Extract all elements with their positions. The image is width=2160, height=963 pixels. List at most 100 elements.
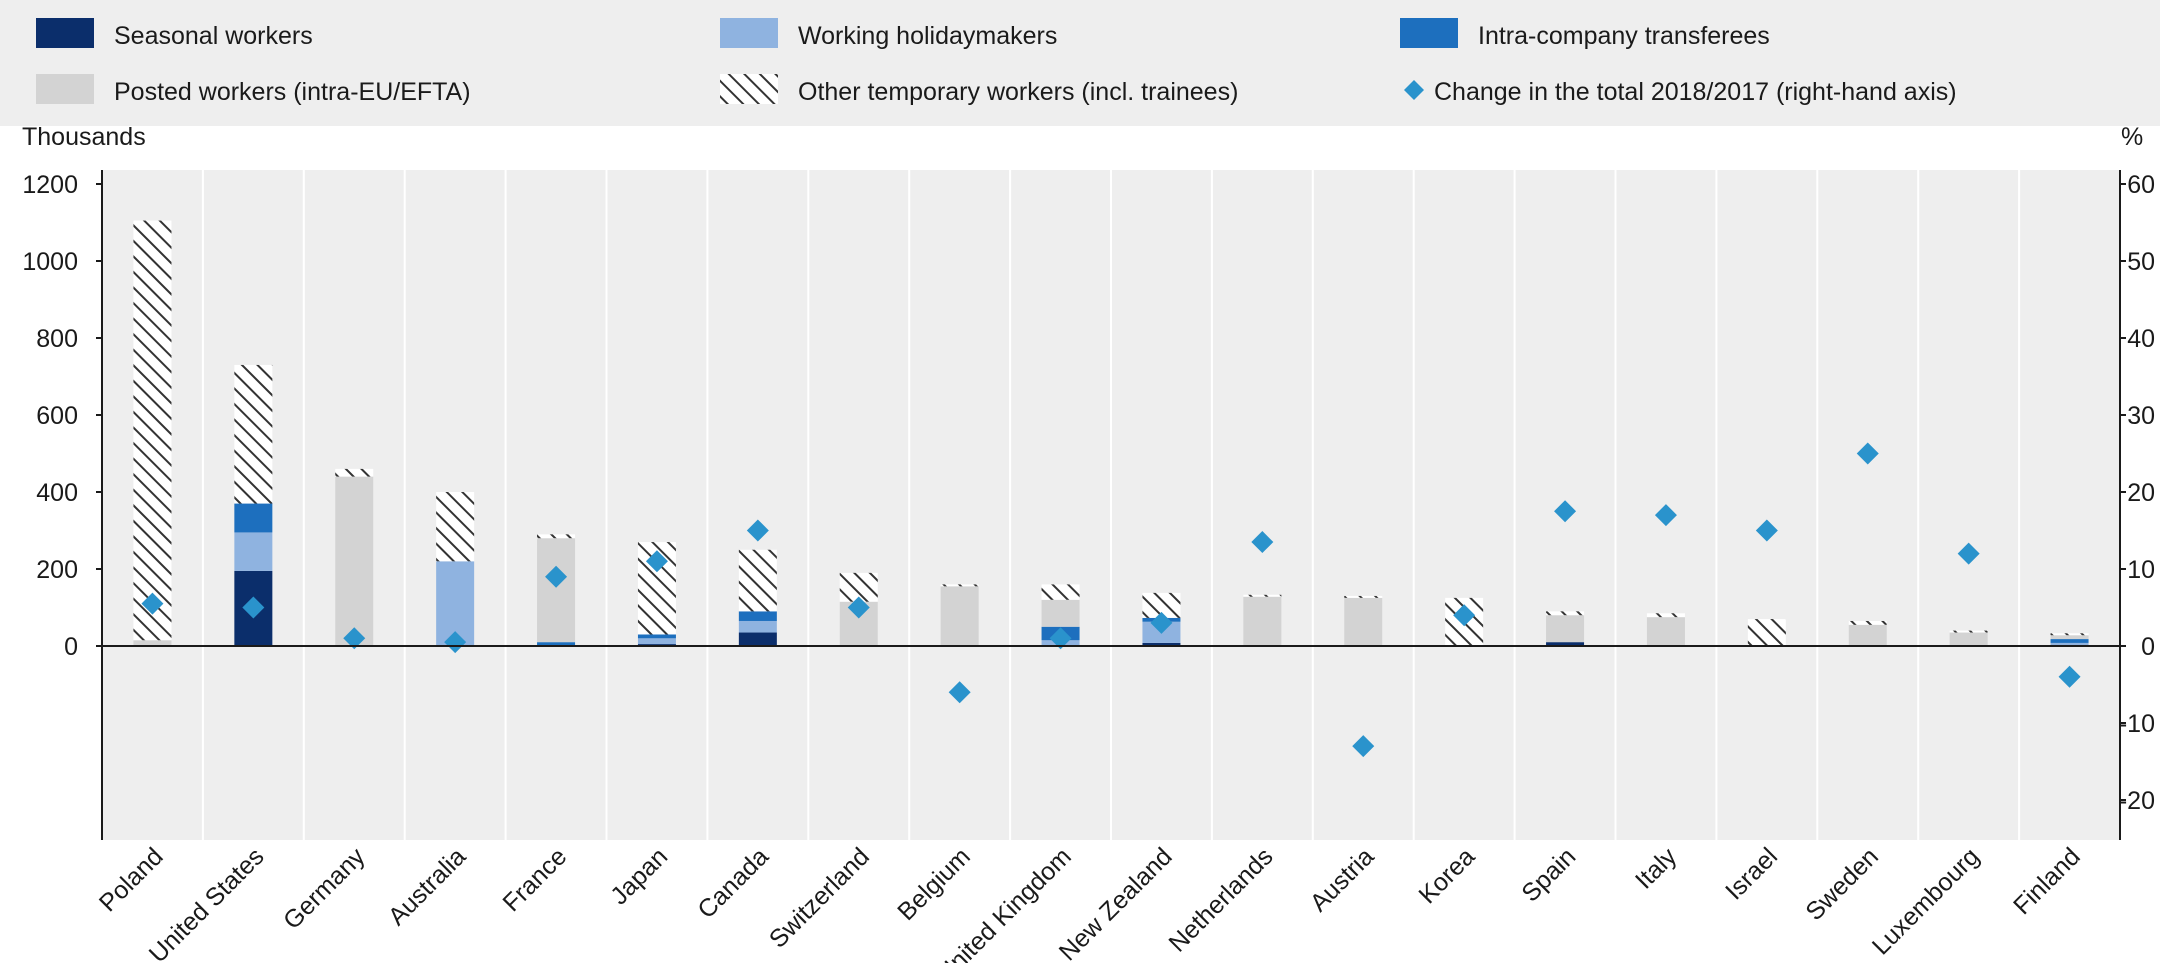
right-tick-label: 10 — [2127, 556, 2155, 584]
bar-working-holidaymakers-canada — [738, 620, 777, 633]
change-marker-belgium — [948, 681, 971, 704]
legend-label-intra-company-transferees: Intra-company transferees — [1478, 22, 1770, 50]
right-tick-label: 60 — [2127, 171, 2155, 199]
bar-seasonal-workers-canada — [738, 632, 777, 646]
change-marker-united-states — [242, 596, 265, 619]
change-marker-luxembourg — [1957, 542, 1980, 565]
change-marker-france — [545, 565, 568, 588]
change-marker-new-zealand — [1150, 611, 1173, 634]
bar-posted-workers-intra-eu-efta-united-kingdom — [1041, 599, 1080, 627]
bar-posted-workers-intra-eu-efta-germany — [335, 476, 374, 646]
right-tick-label: 50 — [2127, 248, 2155, 276]
legend-background — [0, 0, 2160, 126]
bar-other-temporary-workers-incl-trainees-belgium — [940, 584, 979, 587]
bar-posted-workers-intra-eu-efta-france — [537, 538, 576, 643]
change-marker-israel — [1755, 519, 1778, 542]
bar-posted-workers-intra-eu-efta-italy — [1646, 617, 1685, 646]
bar-other-temporary-workers-incl-trainees-italy — [1646, 613, 1685, 618]
change-marker-canada — [746, 519, 769, 542]
change-marker-austria — [1352, 735, 1375, 758]
legend-label-working-holidaymakers: Working holidaymakers — [798, 22, 1057, 50]
left-axis-unit: Thousands — [22, 123, 146, 151]
change-marker-australia — [444, 631, 467, 654]
left-tick-label: 200 — [36, 556, 78, 584]
bar-other-temporary-workers-incl-trainees-united-states — [234, 364, 273, 504]
bar-other-temporary-workers-incl-trainees-finland — [2050, 633, 2089, 636]
category-label-switzerland: Switzerland — [764, 842, 875, 953]
change-marker-united-kingdom — [1049, 627, 1072, 650]
category-label-austria: Austria — [1305, 842, 1380, 917]
change-marker-switzerland — [847, 596, 870, 619]
left-tick-label: 1200 — [22, 171, 78, 199]
right-tick-label: 0 — [2141, 633, 2155, 661]
legend-label-change-in-total: Change in the total 2018/2017 (right-han… — [1434, 78, 1957, 106]
right-tick-label: -10 — [2119, 710, 2155, 738]
category-label-finland: Finland — [2008, 842, 2086, 920]
bar-other-temporary-workers-incl-trainees-canada — [738, 549, 777, 612]
change-marker-poland — [141, 592, 164, 615]
bar-other-temporary-workers-incl-trainees-poland — [133, 220, 172, 641]
bar-other-temporary-workers-incl-trainees-sweden — [1848, 620, 1887, 625]
right-tick-label: 40 — [2127, 325, 2155, 353]
axes — [101, 170, 2121, 840]
category-label-japan: Japan — [605, 842, 673, 910]
bar-working-holidaymakers-finland — [2050, 642, 2089, 645]
left-tick-label: 0 — [64, 633, 78, 661]
bar-seasonal-workers-new-zealand — [1142, 642, 1181, 646]
right-axis-unit: % — [2121, 123, 2143, 151]
bars — [133, 220, 2089, 646]
category-label-luxembourg: Luxembourg — [1867, 842, 1985, 960]
legend-swatch-working-holidaymakers — [720, 18, 778, 48]
bar-other-temporary-workers-incl-trainees-australia — [436, 492, 475, 562]
legend-marker-change — [1404, 80, 1424, 100]
change-markers — [141, 442, 2081, 758]
category-label-sweden: Sweden — [1800, 842, 1884, 926]
bar-seasonal-workers-spain — [1546, 642, 1585, 646]
bar-intra-company-transferees-finland — [2050, 639, 2089, 643]
legend-swatch-posted-workers-intra-eu-efta — [36, 74, 94, 104]
right-tick-label: 30 — [2127, 402, 2155, 430]
bar-other-temporary-workers-incl-trainees-united-kingdom — [1041, 584, 1080, 600]
category-label-spain: Spain — [1516, 842, 1581, 907]
legend-swatch-seasonal-workers — [36, 18, 94, 48]
change-marker-finland — [2058, 665, 2081, 688]
category-label-belgium: Belgium — [892, 842, 976, 926]
change-marker-italy — [1654, 504, 1677, 527]
change-marker-korea — [1453, 604, 1476, 627]
bar-posted-workers-intra-eu-efta-belgium — [940, 586, 979, 646]
bar-other-temporary-workers-incl-trainees-germany — [335, 468, 374, 477]
category-label-france: France — [497, 842, 572, 917]
legend: Seasonal workers Working holidaymakers Int… — [36, 18, 1957, 106]
change-marker-germany — [343, 627, 366, 650]
bar-other-temporary-workers-incl-trainees-netherlands — [1243, 594, 1282, 597]
category-label-poland: Poland — [94, 842, 169, 917]
bar-posted-workers-intra-eu-efta-spain — [1546, 615, 1585, 643]
bar-other-temporary-workers-incl-trainees-spain — [1546, 611, 1585, 616]
bar-posted-workers-intra-eu-efta-luxembourg — [1949, 632, 1988, 646]
category-label-korea: Korea — [1413, 842, 1480, 909]
change-marker-japan — [645, 550, 668, 573]
left-tick-label: 800 — [36, 325, 78, 353]
category-label-israel: Israel — [1720, 842, 1783, 905]
bar-posted-workers-intra-eu-efta-austria — [1344, 597, 1383, 646]
left-tick-label: 1000 — [22, 248, 78, 276]
change-marker-netherlands — [1251, 531, 1274, 554]
legend-swatch-intra-company-transferees — [1400, 18, 1458, 48]
bar-intra-company-transferees-japan — [637, 634, 676, 639]
bar-working-holidaymakers-united-states — [234, 532, 273, 571]
category-label-canada: Canada — [692, 842, 774, 924]
bar-posted-workers-intra-eu-efta-finland — [2050, 635, 2089, 640]
bar-intra-company-transferees-france — [537, 642, 576, 646]
left-axis-ticks: 0 200 400 600 800 1000 1200 — [22, 171, 102, 661]
bar-posted-workers-intra-eu-efta-poland — [133, 640, 172, 646]
bar-other-temporary-workers-incl-trainees-france — [537, 534, 576, 539]
bar-posted-workers-intra-eu-efta-netherlands — [1243, 596, 1282, 646]
change-marker-sweden — [1856, 442, 1879, 465]
left-tick-label: 600 — [36, 402, 78, 430]
bar-posted-workers-intra-eu-efta-sweden — [1848, 624, 1887, 646]
bar-other-temporary-workers-incl-trainees-israel — [1747, 619, 1786, 646]
bar-other-temporary-workers-incl-trainees-austria — [1344, 595, 1383, 598]
right-axis-ticks: -20 -10 0 10 20 30 40 50 60 — [2119, 171, 2155, 815]
